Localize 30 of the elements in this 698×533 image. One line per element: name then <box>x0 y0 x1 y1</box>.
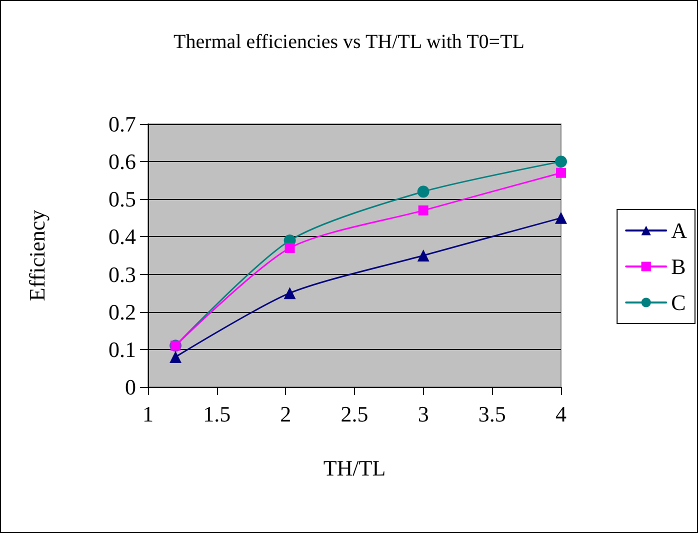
point <box>417 186 430 198</box>
y-tick-label: 0.7 <box>108 112 136 136</box>
point <box>418 205 428 216</box>
legend-label: A <box>671 218 688 243</box>
x-axis-title: TH/TL <box>323 456 386 480</box>
x-tick-label: 1 <box>142 402 154 426</box>
y-tick-label: 0.4 <box>108 224 136 250</box>
x-tick-label: 2.5 <box>340 402 368 426</box>
x-tick-label: 3 <box>418 402 429 426</box>
legend-label: C <box>671 290 686 315</box>
x-tick-label: 1.5 <box>203 402 231 426</box>
y-tick-label: 0.6 <box>108 149 136 174</box>
point <box>555 156 567 168</box>
y-tick-label: 0.1 <box>108 336 136 362</box>
x-tick-label: 2 <box>280 402 292 426</box>
point <box>284 242 295 253</box>
x-tick-label: 3.5 <box>478 402 506 426</box>
point <box>417 250 430 262</box>
x-tick-label: 4 <box>556 402 566 426</box>
point <box>284 287 296 300</box>
point <box>555 212 567 224</box>
y-tick-label: 0.3 <box>108 262 136 287</box>
point <box>556 168 566 178</box>
legend-label: B <box>671 254 686 279</box>
point <box>170 350 182 363</box>
y-tick-label: 0.2 <box>108 299 136 324</box>
chart-title: Thermal efficiencies vs TH/TL with T0=TL <box>174 31 524 53</box>
y-tick-label: 0 <box>125 374 136 400</box>
y-axis-title: Efficiency <box>24 210 50 302</box>
y-tick-label: 0.5 <box>108 186 136 212</box>
